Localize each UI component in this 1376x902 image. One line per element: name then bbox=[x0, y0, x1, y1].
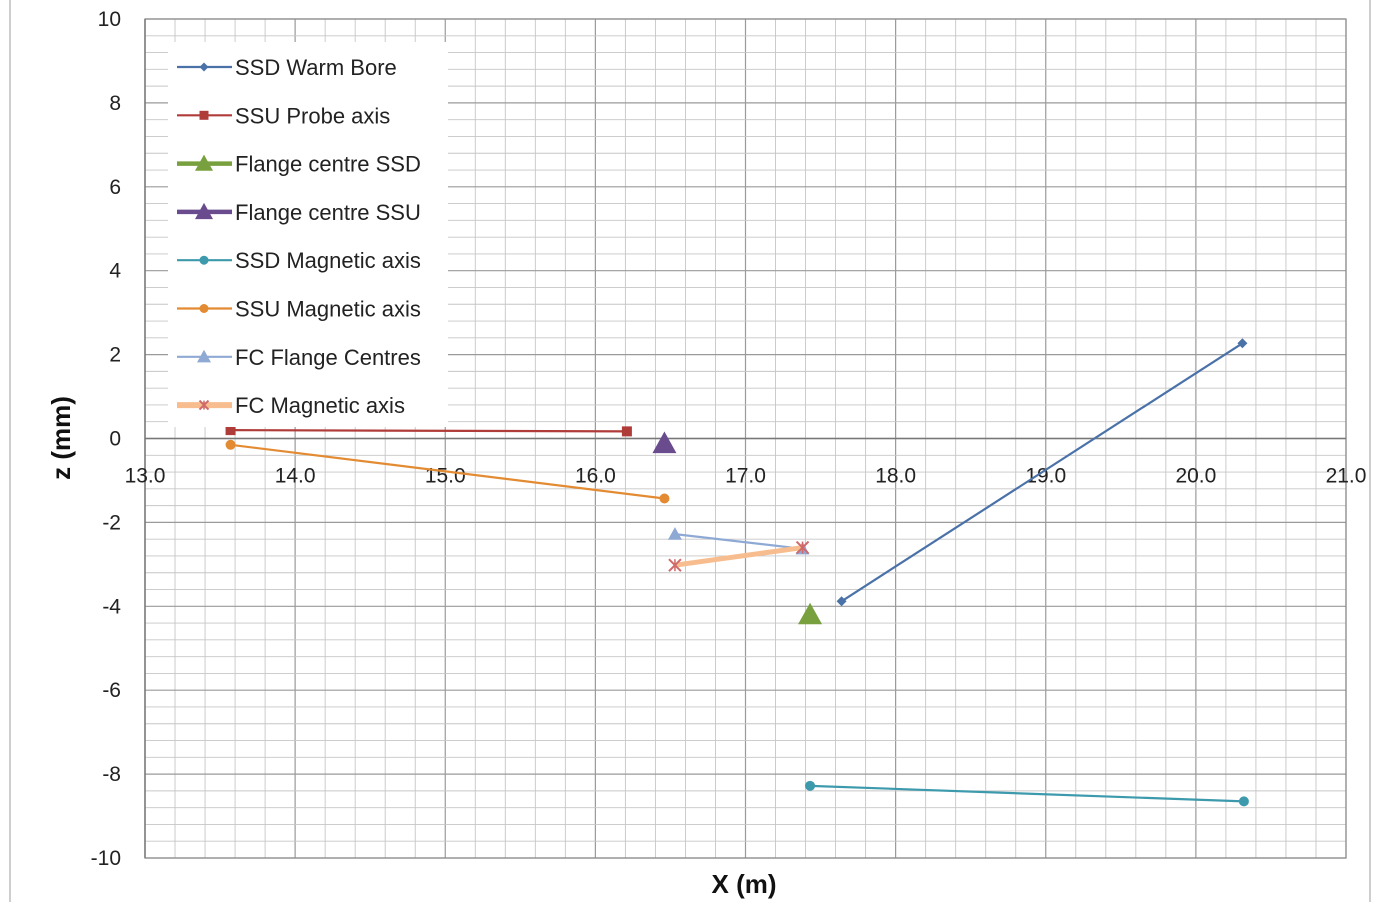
series-ssu-magnetic-axis bbox=[225, 439, 670, 504]
legend-label: FC Magnetic axis bbox=[235, 393, 405, 418]
tick-labels: 13.0 14.0 15.0 16.0 17.0 18.0 19.0 20.0 21.0 10 8 6… bbox=[91, 8, 1367, 870]
point-marker bbox=[198, 399, 210, 411]
x-tick-label: 18.0 bbox=[875, 465, 916, 488]
legend-item: SSD Magnetic axis bbox=[177, 248, 421, 273]
legend-label: SSU Magnetic axis bbox=[235, 297, 421, 322]
series-line bbox=[810, 784, 1244, 803]
y-tick-label: 2 bbox=[109, 344, 121, 367]
x-tick-label: 20.0 bbox=[1175, 465, 1216, 488]
legend-item: FC Flange Centres bbox=[177, 345, 421, 370]
y-tick-label: -4 bbox=[102, 595, 121, 618]
point-marker bbox=[199, 304, 209, 313]
y-axis-title: z (mm) bbox=[46, 396, 76, 480]
series-layer bbox=[225, 338, 1249, 807]
point-marker bbox=[199, 110, 209, 120]
x-tick-label: 21.0 bbox=[1326, 465, 1367, 488]
legend-item: SSU Probe axis bbox=[177, 103, 390, 128]
series-ssd-magnetic-axis bbox=[805, 780, 1249, 807]
point-marker bbox=[1237, 338, 1248, 349]
point-marker bbox=[197, 349, 211, 363]
point-marker bbox=[199, 255, 209, 265]
point-marker bbox=[621, 426, 632, 437]
y-tick-label: -8 bbox=[102, 763, 121, 786]
point-marker bbox=[805, 780, 816, 791]
series-ssd-warm-bore bbox=[836, 338, 1248, 607]
x-tick-label: 14.0 bbox=[275, 465, 316, 488]
legend-label: SSD Magnetic axis bbox=[235, 248, 421, 273]
point-marker bbox=[798, 602, 823, 625]
series-fc-magnetic-axis bbox=[668, 540, 810, 572]
series-line bbox=[230, 443, 665, 500]
point-marker bbox=[836, 596, 847, 607]
series-line bbox=[674, 545, 803, 568]
legend-label: FC Flange Centres bbox=[235, 345, 421, 370]
legend-item: Flange centre SSD bbox=[177, 152, 421, 177]
point-marker bbox=[225, 439, 236, 450]
point-marker bbox=[668, 558, 682, 572]
point-marker bbox=[199, 62, 209, 72]
legend-label: SSD Warm Bore bbox=[235, 55, 397, 80]
series-flange-centre-ssu bbox=[652, 431, 677, 454]
series-line bbox=[230, 429, 627, 433]
point-marker bbox=[195, 154, 213, 171]
y-tick-label: 8 bbox=[109, 92, 121, 115]
x-tick-label: 16.0 bbox=[575, 465, 616, 488]
legend-item: SSU Magnetic axis bbox=[177, 297, 421, 322]
x-tick-label: 17.0 bbox=[725, 465, 766, 488]
y-tick-label: 0 bbox=[109, 428, 121, 451]
legend-item: FC Magnetic axis bbox=[177, 393, 405, 418]
y-tick-label: 6 bbox=[109, 176, 121, 199]
series-ssu-probe-axis bbox=[225, 425, 632, 437]
legend-item: SSD Warm Bore bbox=[177, 55, 397, 80]
legend-label: SSU Probe axis bbox=[235, 103, 390, 128]
series-flange-centre-ssd bbox=[798, 602, 823, 625]
y-tick-label: -6 bbox=[102, 679, 121, 702]
x-tick-label: 13.0 bbox=[125, 465, 166, 488]
point-marker bbox=[195, 202, 213, 220]
point-marker bbox=[225, 425, 236, 436]
legend-box bbox=[168, 42, 448, 427]
y-tick-label: 4 bbox=[109, 260, 121, 283]
legend: SSD Warm Bore SSU Probe axis Flange centre… bbox=[168, 42, 448, 427]
x-axis-title: X (m) bbox=[712, 869, 777, 899]
point-marker bbox=[795, 540, 810, 555]
point-marker bbox=[659, 493, 670, 504]
x-tick-label: 15.0 bbox=[425, 465, 466, 488]
y-tick-label: -10 bbox=[91, 847, 121, 870]
legend-item: Flange centre SSU bbox=[177, 200, 421, 225]
point-marker bbox=[667, 527, 682, 540]
series-line bbox=[674, 533, 803, 550]
legend-label: Flange centre SSU bbox=[235, 200, 421, 225]
point-marker bbox=[1238, 796, 1249, 807]
y-tick-label: 10 bbox=[98, 8, 121, 31]
x-tick-label: 19.0 bbox=[1025, 465, 1066, 488]
point-marker bbox=[652, 431, 677, 454]
legend-label: Flange centre SSD bbox=[235, 152, 421, 177]
y-tick-label: -2 bbox=[102, 511, 121, 534]
series-line bbox=[840, 342, 1244, 603]
